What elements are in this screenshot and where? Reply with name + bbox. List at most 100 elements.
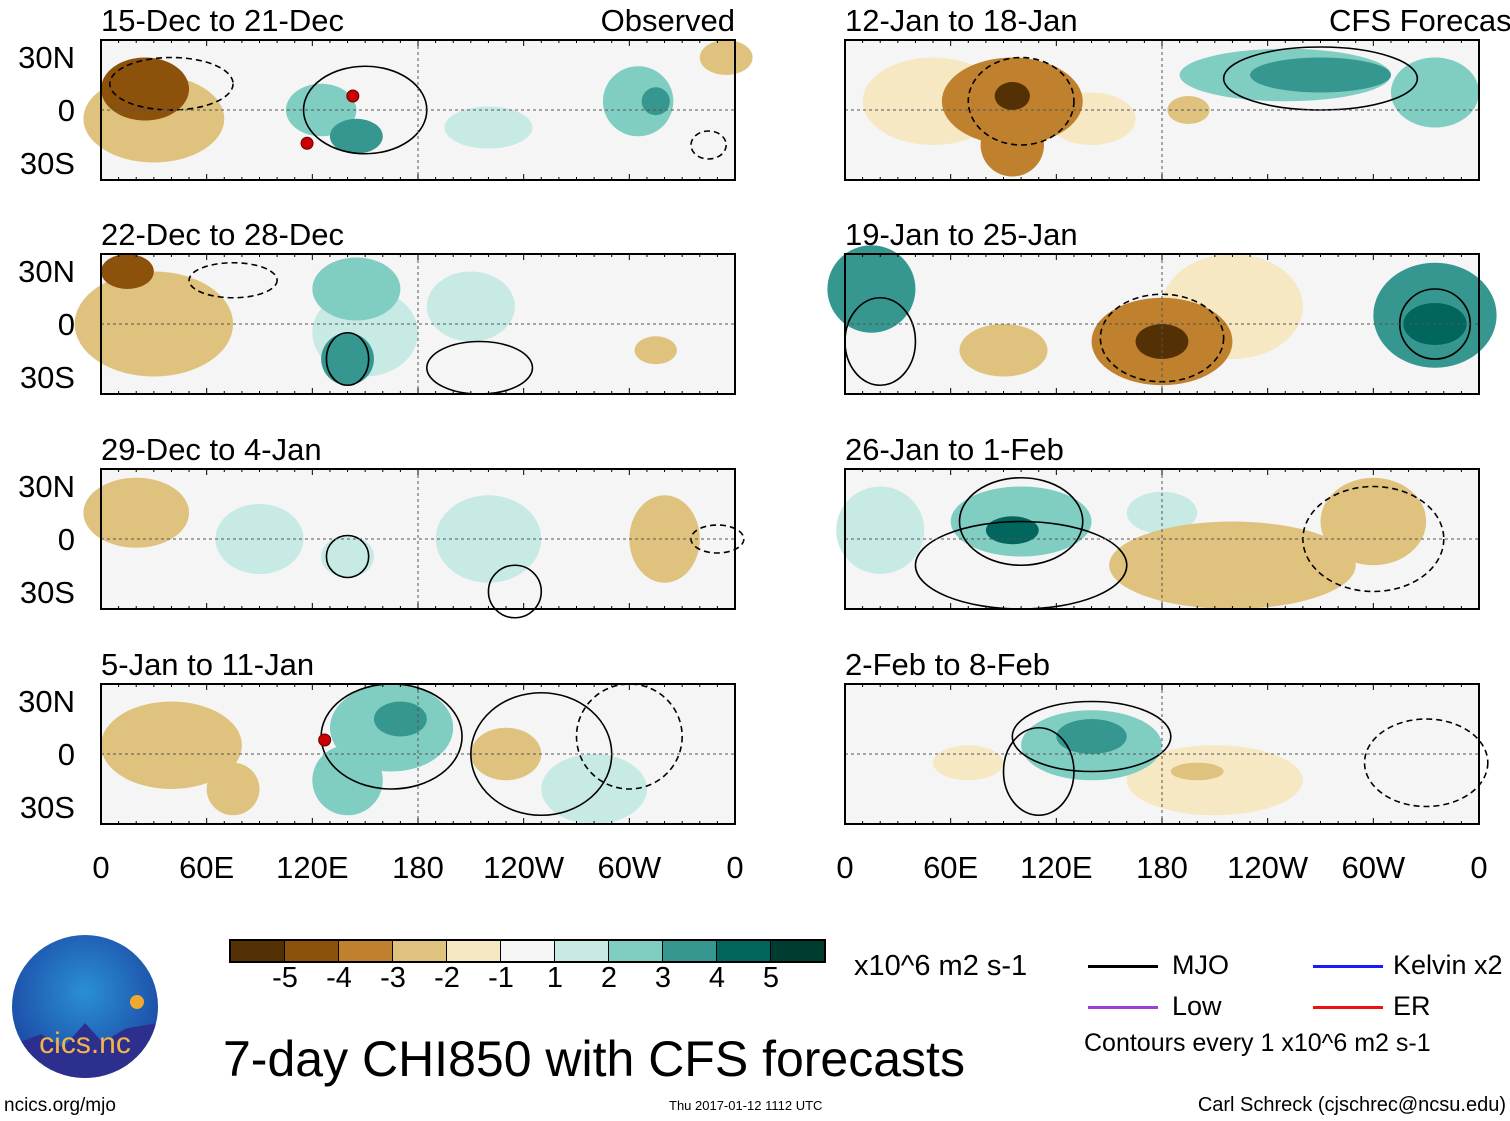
panel-frame xyxy=(844,683,1480,825)
anomaly-region xyxy=(933,745,1004,781)
map-panel xyxy=(100,683,736,825)
lat-label: 30S xyxy=(19,146,75,181)
logo-text: cics.nc xyxy=(39,1027,131,1060)
lat-label: 30N xyxy=(18,469,75,504)
colorbar-label: 5 xyxy=(762,962,780,994)
lon-label: 60E xyxy=(923,850,979,885)
anomaly-region xyxy=(101,57,190,121)
anomaly-region xyxy=(602,66,674,137)
colorbar-label: -5 xyxy=(272,962,298,994)
colorbar-label: 3 xyxy=(654,962,672,994)
colorbar xyxy=(229,939,826,963)
anomaly-region xyxy=(641,87,670,116)
anomaly-region xyxy=(444,106,533,149)
figure-title: 7-day CHI850 with CFS forecasts xyxy=(223,1031,965,1087)
storm-marker xyxy=(300,136,314,150)
map-panel xyxy=(844,683,1489,825)
panel-title: 15-Dec to 21-Dec xyxy=(101,3,344,38)
lat-label: 0 xyxy=(57,93,75,128)
anomaly-region xyxy=(83,477,190,548)
cics-logo: cics.nc xyxy=(12,935,158,1078)
timestamp: Thu 2017-01-12 1112 UTC xyxy=(669,1098,823,1113)
colorbar-swatch xyxy=(393,941,447,961)
lat-label: 30N xyxy=(18,40,75,75)
anomaly-region xyxy=(312,257,401,321)
legend-line-mjo xyxy=(1088,965,1158,968)
colorbar-label: -3 xyxy=(380,962,406,994)
mjo-contour xyxy=(1011,700,1172,773)
legend-line-low xyxy=(1088,1006,1158,1009)
lat-label: 30N xyxy=(18,254,75,289)
panel-frame xyxy=(100,39,736,181)
lon-label: 120E xyxy=(276,850,349,885)
legend-low: Low xyxy=(1172,991,1222,1021)
panel-title: 2-Feb to 8-Feb xyxy=(845,647,1051,682)
anomaly-region xyxy=(101,701,242,789)
panel-title: 19-Jan to 25-Jan xyxy=(845,217,1078,252)
lon-label: 60W xyxy=(1341,850,1406,885)
anomaly-region xyxy=(321,332,374,386)
mjo-contour xyxy=(109,56,234,111)
legend-line-er xyxy=(1313,1006,1383,1009)
panel-title: 29-Dec to 4-Jan xyxy=(101,432,322,467)
anomaly-region xyxy=(985,516,1039,545)
colorbar-label: -1 xyxy=(488,962,514,994)
site-link[interactable]: ncics.org/mjo xyxy=(4,1095,116,1116)
panel-frame xyxy=(100,683,736,825)
anomaly-region xyxy=(1135,324,1189,359)
anomaly-region xyxy=(426,271,515,342)
lon-label: 180 xyxy=(392,850,444,885)
anomaly-region xyxy=(836,486,925,574)
colorbar-swatch xyxy=(285,941,339,961)
colorbar-swatch xyxy=(447,941,501,961)
colorbar-units: x10^6 m2 s-1 xyxy=(854,950,1028,982)
lat-label: 30S xyxy=(19,360,75,395)
mjo-contour xyxy=(325,534,370,579)
anomaly-region xyxy=(1250,57,1391,93)
legend-kelvin: Kelvin x2 xyxy=(1393,950,1503,980)
anomaly-region xyxy=(1126,745,1303,816)
anomaly-region xyxy=(435,495,542,583)
mjo-contour xyxy=(325,331,370,387)
anomaly-region xyxy=(1056,719,1127,754)
anomaly-region xyxy=(470,727,542,781)
lat-label: 0 xyxy=(57,737,75,772)
panel-title: 5-Jan to 11-Jan xyxy=(101,647,315,682)
legend-line-kelvin xyxy=(1313,965,1383,968)
colorbar-swatch xyxy=(339,941,393,961)
panel-title: 12-Jan to 18-Jan xyxy=(845,3,1078,38)
map-panel xyxy=(844,39,1480,181)
mjo-contour xyxy=(575,683,683,790)
anomaly-region xyxy=(1320,477,1427,566)
colorbar-label: -2 xyxy=(434,962,460,994)
colorbar-swatch xyxy=(555,941,609,961)
observed-label: Observed xyxy=(600,3,735,38)
panel-frame xyxy=(100,253,736,395)
legend-er: ER xyxy=(1393,991,1431,1021)
mjo-contour xyxy=(958,476,1084,567)
lon-label: 0 xyxy=(92,850,110,885)
anomaly-region xyxy=(1109,521,1356,609)
anomaly-region xyxy=(699,40,753,75)
lon-label: 120W xyxy=(1227,850,1309,885)
colorbar-swatch xyxy=(663,941,717,961)
colorbar-swatch xyxy=(501,941,555,961)
lat-label: 30S xyxy=(19,575,75,610)
anomaly-region xyxy=(101,254,154,289)
panel-title: 22-Dec to 28-Dec xyxy=(101,217,344,252)
colorbar-swatch xyxy=(609,941,663,961)
mjo-contour xyxy=(967,56,1075,146)
credit: Carl Schreck (cjschrec@ncsu.edu) xyxy=(1197,1094,1506,1116)
anomaly-region xyxy=(74,271,234,377)
anomaly-region xyxy=(1390,57,1479,128)
anomaly-region xyxy=(959,324,1048,377)
panel-frame xyxy=(844,468,1480,610)
colorbar-label: -4 xyxy=(326,962,352,994)
mjo-contour xyxy=(1363,718,1489,808)
lon-label: 60E xyxy=(179,850,235,885)
anomaly-region xyxy=(312,745,383,816)
legend-mjo: MJO xyxy=(1172,950,1229,980)
anomaly-region xyxy=(285,83,357,137)
lon-label: 120E xyxy=(1020,850,1093,885)
map-panel xyxy=(83,468,745,619)
